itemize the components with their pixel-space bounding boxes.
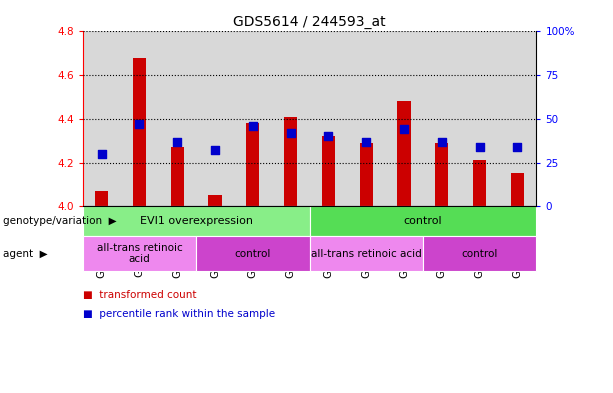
Text: all-trans retinoic
acid: all-trans retinoic acid (97, 243, 182, 264)
Title: GDS5614 / 244593_at: GDS5614 / 244593_at (234, 15, 386, 29)
Text: agent  ▶: agent ▶ (3, 249, 48, 259)
Bar (360, 143, 373, 206)
Text: genotype/variation  ▶: genotype/variation ▶ (3, 216, 116, 226)
Point (324, 133, 333, 140)
Bar (95, 191, 109, 206)
Bar (83, 236, 196, 271)
Bar (196, 31, 234, 206)
Bar (234, 31, 272, 206)
Bar (121, 31, 158, 206)
Point (248, 123, 257, 129)
Bar (397, 101, 411, 206)
Point (437, 138, 447, 145)
Point (286, 130, 295, 136)
Point (97, 151, 107, 157)
Bar (284, 117, 297, 206)
Bar (348, 31, 385, 206)
Bar (196, 236, 310, 271)
Point (210, 147, 220, 153)
Bar (83, 31, 121, 206)
Text: control: control (235, 249, 271, 259)
Text: control: control (462, 249, 498, 259)
Point (512, 144, 522, 150)
Point (361, 138, 371, 145)
Bar (423, 236, 536, 271)
Bar (208, 195, 222, 206)
Bar (170, 147, 184, 206)
Point (172, 138, 182, 145)
Bar (498, 31, 536, 206)
Bar (423, 31, 461, 206)
Bar (272, 31, 310, 206)
Bar (158, 31, 196, 206)
Bar (83, 206, 310, 236)
Bar (435, 143, 449, 206)
Bar (322, 136, 335, 206)
Bar (473, 160, 486, 206)
Point (134, 121, 145, 127)
Point (399, 126, 409, 132)
Bar (385, 31, 423, 206)
Bar (133, 58, 146, 206)
Bar (310, 206, 536, 236)
Bar (310, 31, 348, 206)
Point (475, 144, 485, 150)
Bar (310, 236, 423, 271)
Text: ■  percentile rank within the sample: ■ percentile rank within the sample (83, 309, 275, 320)
Text: all-trans retinoic acid: all-trans retinoic acid (311, 249, 422, 259)
Bar (511, 173, 524, 206)
Text: control: control (403, 216, 443, 226)
Bar (461, 31, 498, 206)
Bar (246, 123, 259, 206)
Text: EVI1 overexpression: EVI1 overexpression (140, 216, 253, 226)
Text: ■  transformed count: ■ transformed count (83, 290, 196, 300)
